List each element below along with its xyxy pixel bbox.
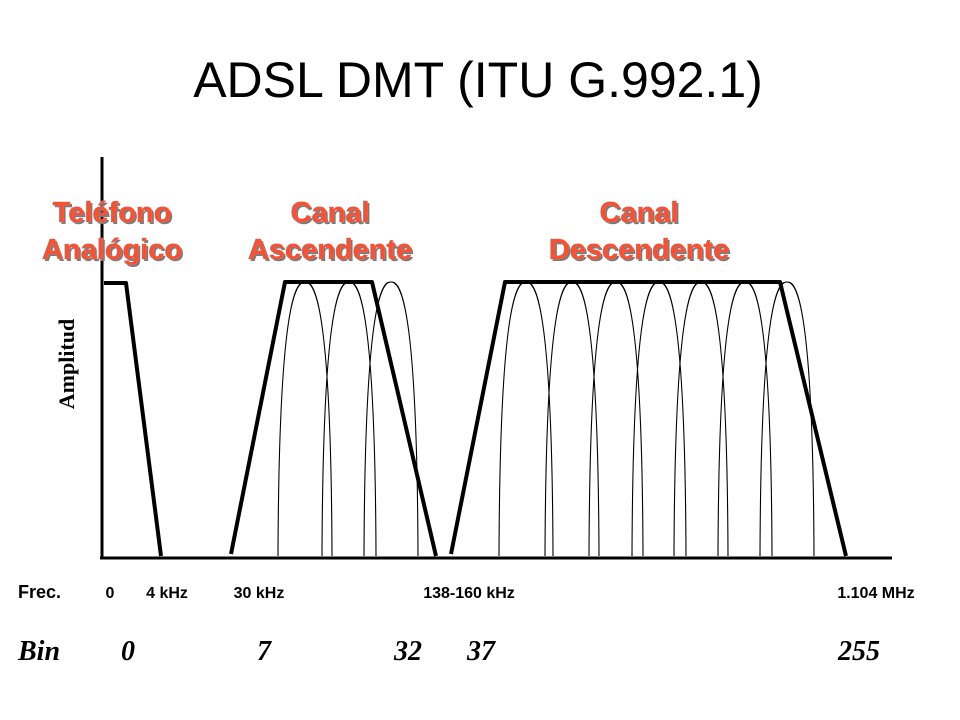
phone-band-label: Teléfono Analógico Teléfono Analógico [42,197,184,268]
upstream-subcarrier-3 [363,281,419,557]
downstream-label-line1-shadow: Canal [602,199,681,231]
phone-label-line2: Analógico [42,234,182,266]
bin-header: Bin [17,636,60,667]
downstream-band-shape [449,280,848,557]
bin-37: 37 [466,636,496,667]
amplitude-axis-label: Amplitud [54,319,79,409]
frequency-row: Frec. 0 4 kHz 30 kHz 138-160 kHz 1.104 M… [18,582,915,602]
downstream-subcarrier-6 [717,281,773,557]
downstream-band-label: Canal Descendente Canal Descendente [548,197,732,268]
upstream-label-line2: Ascendente [248,234,412,266]
freq-tick-0: 0 [106,585,115,602]
freq-tick-30khz: 30 kHz [234,585,285,602]
upstream-label-line1: Canal [291,197,370,229]
upstream-subcarrier-1 [277,281,333,557]
phone-label-line1-shadow: Teléfono [55,199,174,231]
phone-label-line1: Teléfono [53,197,172,229]
upstream-band-shape [229,280,438,557]
phone-band-shape [104,281,163,557]
bin-32: 32 [393,636,422,667]
freq-tick-4khz: 4 kHz [146,585,188,602]
downstream-subcarrier-5 [673,281,729,557]
downstream-label-line2: Descendente [549,234,730,266]
freq-tick-138-160khz: 138-160 kHz [423,585,515,602]
downstream-label-line2-shadow: Descendente [551,236,732,268]
downstream-subcarrier-7 [759,281,815,557]
downstream-label-line1: Canal [600,197,679,229]
upstream-band-label: Canal Ascendente Canal Ascendente [248,197,415,268]
diagram-title: ADSL DMT (ITU G.992.1) [193,52,763,108]
bin-row: Bin 0 7 32 37 255 [17,636,880,667]
upstream-subcarrier-2 [321,281,377,557]
phone-label-line2-shadow: Analógico [44,236,184,268]
downstream-subcarriers [498,281,815,557]
bin-0: 0 [121,636,135,667]
bin-255: 255 [837,636,880,667]
frequency-header: Frec. [18,582,61,602]
upstream-label-line1-shadow: Canal [293,199,372,231]
upstream-subcarriers [277,281,419,557]
freq-tick-1104mhz: 1.104 MHz [837,585,914,602]
bin-7: 7 [257,636,272,667]
upstream-label-line2-shadow: Ascendente [250,236,414,268]
